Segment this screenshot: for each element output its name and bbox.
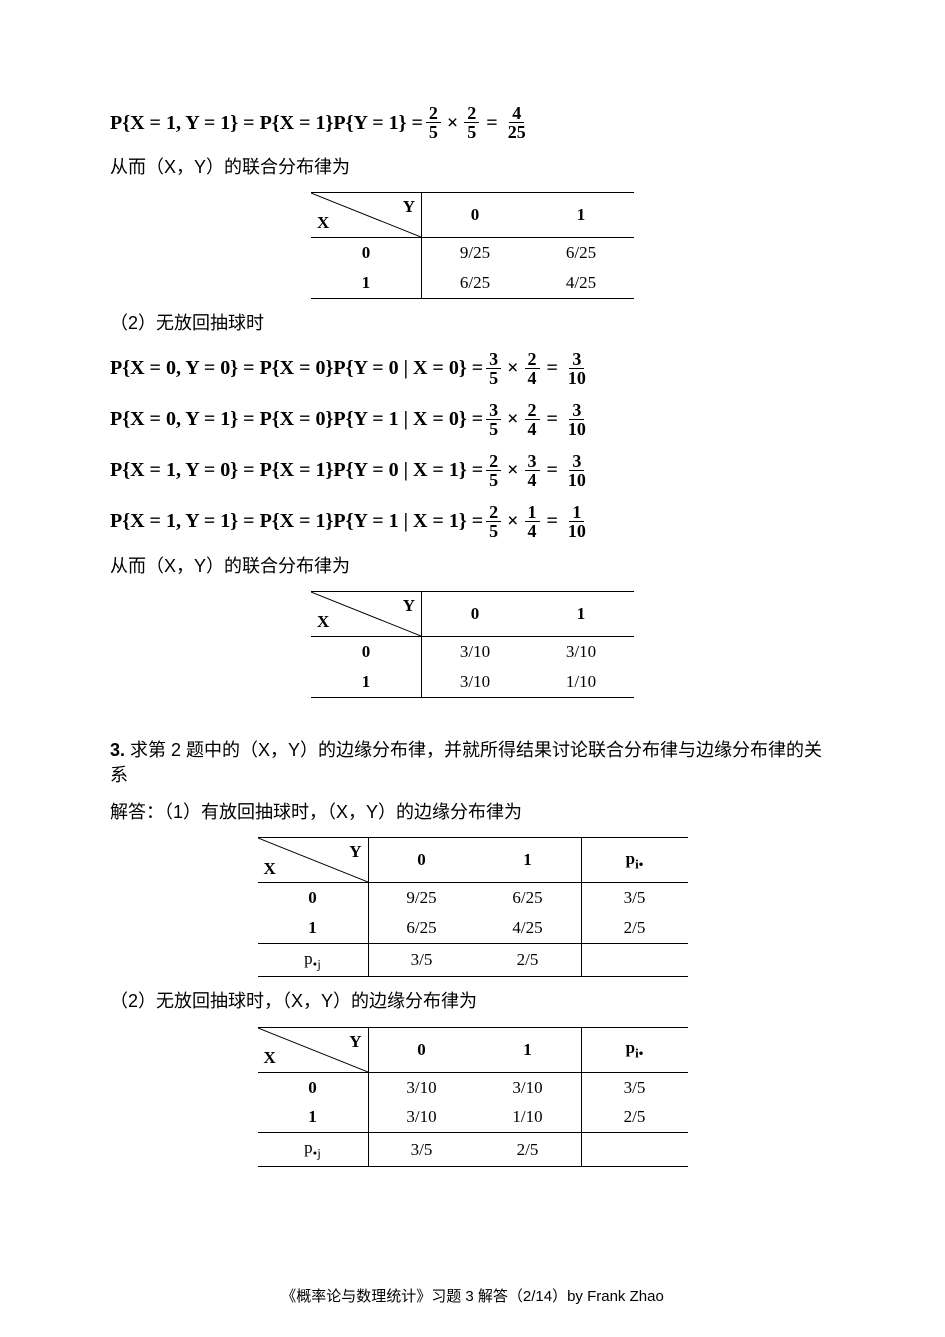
fraction: 4 25 — [505, 104, 529, 141]
cell: 3/10 — [422, 667, 529, 697]
fraction: 34 — [525, 452, 540, 489]
text-joint-2: 从而（X，Y）的联合分布律为 — [110, 554, 835, 579]
pi-cell: 3/5 — [581, 1072, 688, 1102]
cell: 3/10 — [475, 1072, 582, 1102]
col-header: 1 — [528, 193, 634, 238]
cell: 1/10 — [475, 1102, 582, 1132]
cell: 1/10 — [528, 667, 634, 697]
pj-cell: 2/5 — [475, 1133, 582, 1167]
pi-cell: 2/5 — [581, 913, 688, 943]
times-symbol: × — [507, 354, 518, 382]
marginal-table-2: Y X 0 1 pi• 0 3/10 3/10 3/5 1 3/10 1/10 … — [258, 1027, 688, 1167]
marginal-table-1: Y X 0 1 pi• 0 9/25 6/25 3/5 1 6/25 4/25 … — [258, 837, 688, 977]
equals-symbol: = — [547, 456, 558, 484]
col-header: 0 — [422, 592, 529, 637]
col-header: 0 — [368, 838, 475, 883]
eq-lhs: P{X = 1, Y = 1} = P{X = 1}P{Y = 1} = — [110, 109, 423, 137]
col-header: 1 — [475, 838, 582, 883]
col-header: 1 — [528, 592, 634, 637]
row-header: 1 — [311, 667, 422, 697]
q3-text: 求第 2 题中的（X，Y）的边缘分布律，并就所得结果讨论联合分布律与边缘分布律的… — [110, 740, 822, 785]
joint-table-2: Y X 0 1 0 3/10 3/10 1 3/10 1/10 — [311, 591, 634, 698]
equation: P{X = 0, Y = 0} = P{X = 0}P{Y = 0 | X = … — [110, 350, 835, 387]
fraction: 35 — [486, 401, 501, 438]
cell: 6/25 — [422, 268, 529, 298]
empty-cell — [581, 943, 688, 977]
eq-lhs: P{X = 1, Y = 1} = P{X = 1}P{Y = 1 | X = … — [110, 507, 483, 535]
pj-cell: 3/5 — [368, 1133, 475, 1167]
cell: 9/25 — [422, 238, 529, 268]
text-case-2: （2）无放回抽球时 — [110, 311, 835, 336]
cell: 6/25 — [368, 913, 475, 943]
text-joint-1: 从而（X，Y）的联合分布律为 — [110, 155, 835, 180]
answer-label: 解答：（1）有放回抽球时，（X，Y）的边缘分布律为 — [110, 800, 835, 825]
cell: 3/10 — [368, 1102, 475, 1132]
diag-header: Y X — [258, 838, 369, 883]
pj-header: p•j — [258, 1133, 369, 1167]
equation-top: P{X = 1, Y = 1} = P{X = 1}P{Y = 1} = 2 5… — [110, 104, 835, 141]
page: P{X = 1, Y = 1} = P{X = 1}P{Y = 1} = 2 5… — [0, 0, 945, 1337]
fraction: 310 — [565, 350, 589, 387]
pi-cell: 2/5 — [581, 1102, 688, 1132]
pi-header: pi• — [581, 1027, 688, 1072]
cell: 3/10 — [422, 637, 529, 667]
fraction: 24 — [525, 350, 540, 387]
joint-table-1: Y X 0 1 0 9/25 6/25 1 6/25 4/25 — [311, 192, 634, 299]
row-header: 0 — [311, 637, 422, 667]
row-header: 1 — [258, 913, 369, 943]
diag-header: Y X — [311, 592, 422, 637]
diag-header: Y X — [258, 1027, 369, 1072]
row-header: 0 — [258, 1072, 369, 1102]
fraction: 2 5 — [464, 104, 479, 141]
cell: 4/25 — [475, 913, 582, 943]
row-header: 0 — [311, 238, 422, 268]
equation: P{X = 0, Y = 1} = P{X = 0}P{Y = 1 | X = … — [110, 401, 835, 438]
equals-symbol: = — [547, 354, 558, 382]
cell: 3/10 — [528, 637, 634, 667]
col-header: 1 — [475, 1027, 582, 1072]
eq-lhs: P{X = 0, Y = 0} = P{X = 0}P{Y = 0 | X = … — [110, 354, 483, 382]
equals-symbol: = — [486, 109, 497, 137]
text-case-2b: （2）无放回抽球时，（X，Y）的边缘分布律为 — [110, 989, 835, 1014]
row-header: 0 — [258, 883, 369, 913]
fraction: 24 — [525, 401, 540, 438]
equation: P{X = 1, Y = 1} = P{X = 1}P{Y = 1 | X = … — [110, 503, 835, 540]
eq-lhs: P{X = 1, Y = 0} = P{X = 1}P{Y = 0 | X = … — [110, 456, 483, 484]
fraction: 25 — [486, 503, 501, 540]
equals-symbol: = — [547, 405, 558, 433]
question-3: 3. 求第 2 题中的（X，Y）的边缘分布律，并就所得结果讨论联合分布律与边缘分… — [110, 738, 835, 788]
pi-cell: 3/5 — [581, 883, 688, 913]
pj-cell: 3/5 — [368, 943, 475, 977]
fraction: 14 — [525, 503, 540, 540]
diag-header: Y X — [311, 193, 422, 238]
cell: 9/25 — [368, 883, 475, 913]
fraction: 310 — [565, 452, 589, 489]
times-symbol: × — [507, 405, 518, 433]
times-symbol: × — [447, 109, 458, 137]
q3-number: 3. — [110, 740, 125, 760]
col-header: 0 — [368, 1027, 475, 1072]
fraction: 110 — [565, 503, 589, 540]
fraction: 2 5 — [426, 104, 441, 141]
page-footer: 《概率论与数理统计》习题 3 解答（2/14）by Frank Zhao — [0, 1286, 945, 1307]
row-header: 1 — [311, 268, 422, 298]
row-header: 1 — [258, 1102, 369, 1132]
cell: 6/25 — [475, 883, 582, 913]
fraction: 310 — [565, 401, 589, 438]
times-symbol: × — [507, 456, 518, 484]
cell: 6/25 — [528, 238, 634, 268]
fraction: 35 — [486, 350, 501, 387]
equals-symbol: = — [547, 507, 558, 535]
eq-lhs: P{X = 0, Y = 1} = P{X = 0}P{Y = 1 | X = … — [110, 405, 483, 433]
cell: 4/25 — [528, 268, 634, 298]
fraction: 25 — [486, 452, 501, 489]
empty-cell — [581, 1133, 688, 1167]
equation: P{X = 1, Y = 0} = P{X = 1}P{Y = 0 | X = … — [110, 452, 835, 489]
pi-header: pi• — [581, 838, 688, 883]
pj-header: p•j — [258, 943, 369, 977]
pj-cell: 2/5 — [475, 943, 582, 977]
col-header: 0 — [422, 193, 529, 238]
cell: 3/10 — [368, 1072, 475, 1102]
times-symbol: × — [507, 507, 518, 535]
